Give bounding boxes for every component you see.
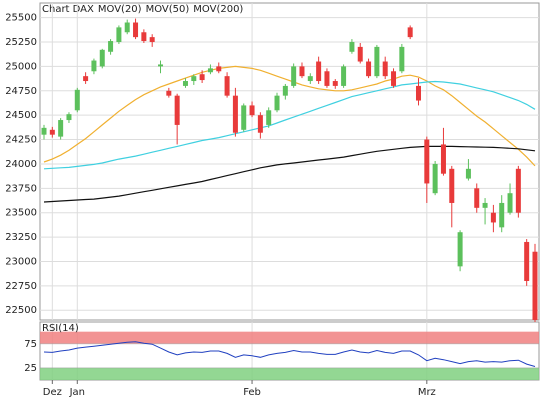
candle-body — [507, 193, 513, 213]
main-frame — [39, 2, 540, 321]
legend-entry: MOV(50) — [146, 4, 190, 15]
x-tick-label: Mrz — [418, 387, 436, 398]
candle-body — [291, 66, 297, 86]
candle-body — [299, 66, 305, 77]
candle-body — [482, 202, 488, 208]
candle-body — [282, 85, 288, 96]
x-tick-label: Jan — [69, 387, 85, 398]
legend: Chart DAX MOV(20) MOV(50) MOV(200) — [42, 4, 243, 15]
candle-body — [449, 168, 455, 203]
candle-body — [515, 168, 521, 213]
candle-body — [424, 139, 430, 184]
candle-body — [158, 64, 164, 67]
candle-body — [191, 76, 197, 82]
y-tick-label: 22500 — [5, 305, 37, 316]
candle-body — [332, 81, 338, 86]
candle-body — [232, 95, 238, 133]
candle-body — [207, 68, 213, 73]
y-tick-label: 22750 — [5, 281, 37, 292]
candle-body — [199, 74, 205, 81]
candle-body — [116, 27, 122, 43]
candle-body — [391, 71, 397, 86]
y-tick-label: 23000 — [5, 256, 37, 267]
candle-body — [58, 120, 64, 137]
candle-body — [74, 89, 80, 111]
candle-body — [349, 42, 355, 52]
candle-body — [415, 85, 421, 101]
candle-body — [257, 115, 263, 133]
candle-body — [399, 46, 405, 72]
candle-body — [108, 41, 114, 52]
candle-body — [174, 95, 180, 125]
candle-body — [440, 144, 446, 174]
moving-average — [43, 80, 536, 170]
candle-body — [307, 76, 313, 82]
candle-body — [374, 46, 380, 77]
y-tick-label: 24250 — [5, 135, 37, 146]
y-tick-label: 25500 — [5, 13, 37, 24]
candle-body — [407, 27, 413, 38]
candle-body — [357, 46, 363, 62]
rsi-band — [40, 367, 539, 380]
candle-body — [490, 212, 496, 223]
candle-body — [99, 49, 105, 67]
candle-body — [382, 61, 388, 77]
candle-body — [474, 188, 480, 208]
candle-body — [49, 129, 55, 135]
candle-body — [66, 114, 72, 121]
y-tick-label: 25 — [24, 363, 37, 374]
candle-body — [149, 37, 155, 43]
moving-average — [43, 145, 536, 203]
y-tick-label: 23250 — [5, 232, 37, 243]
candle-body — [432, 163, 438, 194]
x-tick-label: Dez — [43, 387, 62, 398]
moving-average — [43, 65, 536, 167]
candle-body — [182, 81, 188, 86]
candle-body — [224, 76, 230, 96]
candle-body — [532, 251, 538, 320]
rsi-band — [40, 331, 539, 344]
candle-body — [241, 105, 247, 130]
y-tick-label: 23750 — [5, 183, 37, 194]
y-tick-label: 24000 — [5, 159, 37, 170]
candle-body — [499, 202, 505, 228]
candle-body — [91, 60, 97, 72]
candle-body — [83, 76, 89, 82]
candle-body — [524, 241, 530, 281]
candle-body — [274, 95, 280, 111]
candle-body — [465, 168, 471, 179]
legend-entry: Chart DAX — [42, 4, 94, 15]
y-tick-label: 24750 — [5, 86, 37, 97]
candle-body — [341, 66, 347, 86]
candle-body — [133, 22, 139, 38]
y-tick-label: 25250 — [5, 37, 37, 48]
candle-body — [366, 61, 372, 77]
candle-body — [249, 105, 255, 116]
candle-body — [457, 232, 463, 267]
candle-body — [41, 127, 47, 135]
y-tick-label: 24500 — [5, 110, 37, 121]
legend-entry: MOV(200) — [193, 4, 243, 15]
candle-body — [216, 66, 222, 72]
x-tick-label: Feb — [243, 387, 261, 398]
legend-entry: MOV(20) — [98, 4, 142, 15]
candle-body — [324, 71, 330, 86]
rsi-title: RSI(14) — [42, 323, 79, 334]
candle-body — [166, 90, 172, 96]
y-tick-label: 23500 — [5, 208, 37, 219]
rsi-line — [43, 341, 536, 367]
candle-body — [141, 32, 147, 42]
candle-body — [124, 22, 130, 33]
y-tick-label: 75 — [24, 339, 37, 350]
candle-body — [316, 61, 322, 82]
y-tick-label: 25000 — [5, 61, 37, 72]
candle-body — [266, 110, 272, 125]
